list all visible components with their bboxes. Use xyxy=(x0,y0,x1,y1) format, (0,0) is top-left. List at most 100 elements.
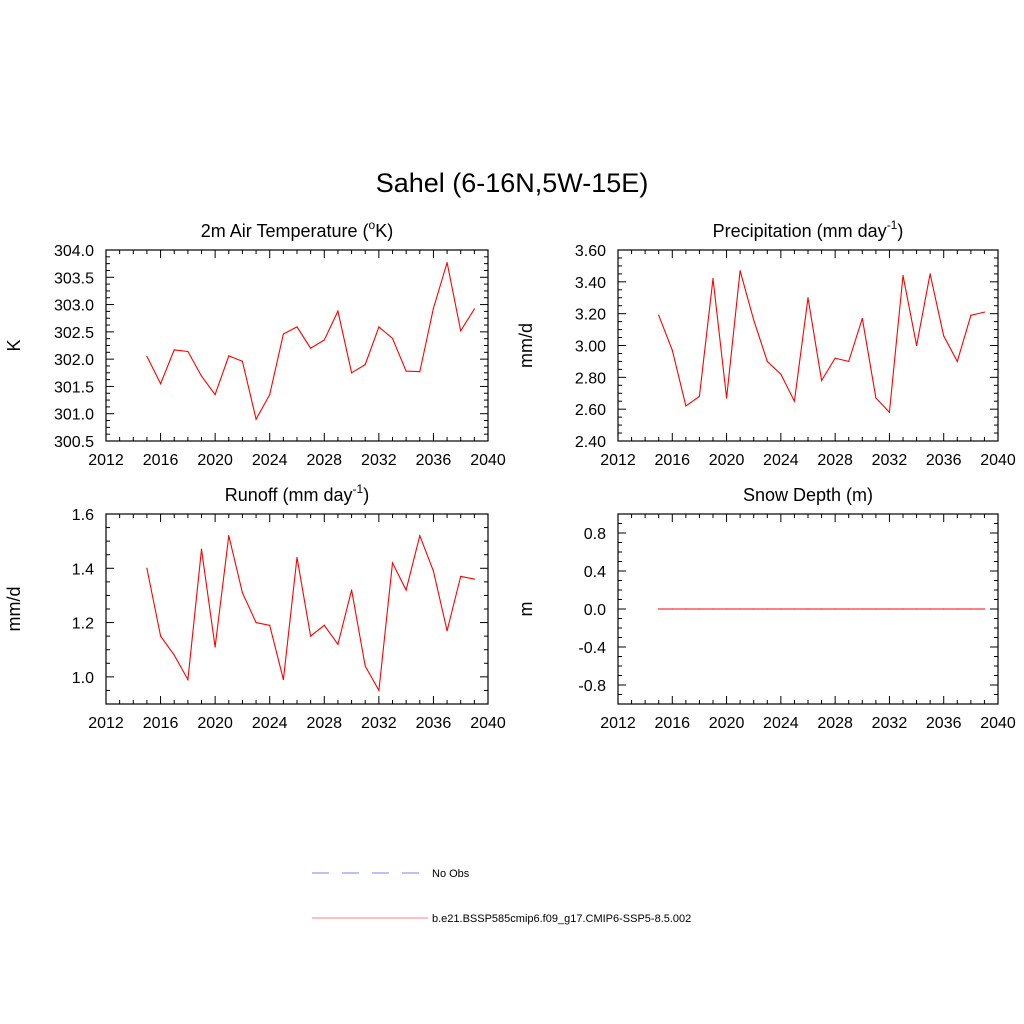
data-point xyxy=(725,397,728,399)
data-point xyxy=(460,575,462,578)
x-tick-label: 2024 xyxy=(252,715,288,732)
data-point xyxy=(820,379,823,382)
model-series-line xyxy=(146,533,475,693)
data-point xyxy=(337,643,339,645)
y-tick-label: 1.2 xyxy=(72,616,94,633)
data-point xyxy=(241,360,244,362)
y-tick-label: 303.0 xyxy=(54,298,94,315)
y-axis-label: K xyxy=(4,339,24,351)
data-point xyxy=(269,624,271,626)
y-axis-label: mm/d xyxy=(516,323,536,368)
data-point xyxy=(983,608,986,610)
data-point xyxy=(364,665,366,667)
y-tick-label: 1.6 xyxy=(72,507,94,524)
model-series-line xyxy=(658,270,985,414)
panel-title-superscript: o xyxy=(369,218,376,232)
panel-title: Runoff (mm day-1) xyxy=(225,482,369,505)
y-tick-label: -0.8 xyxy=(578,678,606,695)
legend: No Obs b.e21.BSSP585cmip6.f09_g17.CMIP6-S… xyxy=(312,868,691,925)
y-tick-label: 0.0 xyxy=(584,602,606,619)
x-tick-label: 2032 xyxy=(361,715,397,732)
data-point xyxy=(378,326,380,328)
x-tick-label: 2036 xyxy=(416,715,452,732)
y-tick-label: 302.5 xyxy=(54,325,94,342)
x-tick-label: 2020 xyxy=(709,452,745,469)
data-point xyxy=(200,375,203,377)
data-point xyxy=(970,314,972,316)
y-tick-label: 3.00 xyxy=(575,339,606,356)
y-tick-label: 3.60 xyxy=(575,243,606,260)
panel-3: Runoff (mm day-1) mm/d 2012 2016 2020 2024 202… xyxy=(4,482,506,732)
data-point xyxy=(875,397,877,399)
y-tick-label: 2.40 xyxy=(575,434,606,451)
data-point xyxy=(698,608,701,610)
x-tick-label: 2020 xyxy=(197,452,233,469)
panel-2: Precipitation (mm day-1) mm/d 2012 2016 2020… xyxy=(516,218,1016,469)
data-point xyxy=(323,339,325,341)
data-point xyxy=(983,311,986,313)
y-tick-label: 1.4 xyxy=(72,561,94,578)
y-tick-label: 300.5 xyxy=(54,434,94,451)
x-tick-label: 2020 xyxy=(197,715,233,732)
x-tick-label: 2040 xyxy=(470,452,506,469)
x-tick-label: 2028 xyxy=(306,452,342,469)
panel-title-main: Runoff (mm day xyxy=(225,485,353,505)
panel-4: Snow Depth (m) m 2012 2016 2020 2024 2028 2032 2… xyxy=(516,485,1016,732)
y-tick-label: 1.0 xyxy=(72,670,94,687)
x-tick-label: 2040 xyxy=(980,452,1016,469)
x-tick-label: 2012 xyxy=(88,715,124,732)
data-point xyxy=(173,654,175,656)
data-point xyxy=(310,635,312,637)
data-point xyxy=(446,630,448,632)
data-point xyxy=(875,608,877,610)
plot-frame xyxy=(105,513,489,705)
model-series-line xyxy=(146,262,475,421)
x-tick-label: 2020 xyxy=(709,715,745,732)
data-point xyxy=(915,608,918,610)
data-point xyxy=(310,347,312,349)
y-axis-label: m xyxy=(516,602,536,617)
data-point xyxy=(146,567,148,569)
panel-title: Snow Depth (m) xyxy=(743,485,873,505)
x-tick-label: 2032 xyxy=(872,715,908,732)
y-axis-label: mm/d xyxy=(4,587,24,632)
x-tick-label: 2012 xyxy=(600,452,636,469)
data-point xyxy=(296,556,298,559)
x-tick-label: 2024 xyxy=(763,715,799,732)
data-point xyxy=(255,418,257,420)
x-tick-label: 2024 xyxy=(763,452,799,469)
x-tick-label: 2036 xyxy=(416,452,452,469)
data-point xyxy=(159,383,162,385)
panel-title-superscript: -1 xyxy=(887,218,898,232)
data-point xyxy=(685,405,687,407)
data-point xyxy=(146,355,148,358)
y-tick-label: 301.5 xyxy=(54,379,94,396)
data-point xyxy=(173,349,175,351)
plot-frame xyxy=(617,249,999,442)
data-point xyxy=(473,308,475,310)
data-point xyxy=(766,608,768,610)
panel-title-main: Precipitation (mm day xyxy=(713,221,887,241)
data-point xyxy=(861,608,863,610)
data-point xyxy=(739,270,741,272)
x-tick-label: 2024 xyxy=(252,452,288,469)
data-point xyxy=(419,371,421,373)
panel-title-main: 2m Air Temperature ( xyxy=(201,221,369,241)
x-tick-label: 2032 xyxy=(361,452,397,469)
data-point xyxy=(432,570,435,572)
data-point xyxy=(956,608,958,610)
x-tick-label: 2012 xyxy=(88,452,124,469)
data-point xyxy=(658,314,660,316)
data-point xyxy=(323,624,325,626)
data-point xyxy=(712,608,714,610)
data-point xyxy=(255,621,257,624)
x-tick-label: 2040 xyxy=(980,715,1016,732)
x-tick-label: 2016 xyxy=(654,715,690,732)
data-point xyxy=(929,273,931,275)
x-tick-label: 2032 xyxy=(872,452,908,469)
x-tick-label: 2028 xyxy=(306,715,342,732)
data-point xyxy=(350,589,353,591)
data-point xyxy=(915,344,918,347)
y-tick-label: 3.40 xyxy=(575,275,606,292)
